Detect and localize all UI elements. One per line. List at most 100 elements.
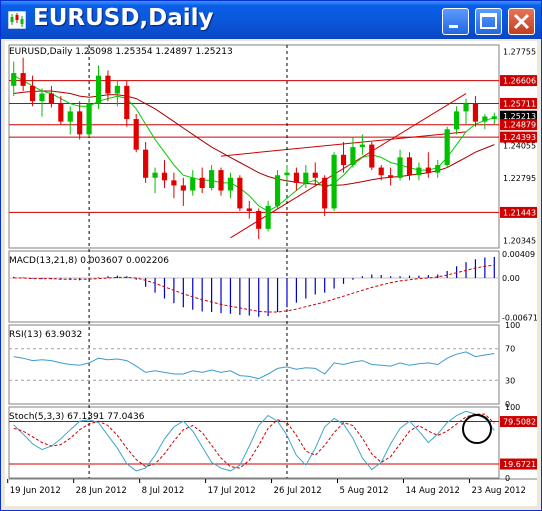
price-tag-box	[500, 206, 537, 218]
candle-body	[180, 185, 186, 191]
price-axis-tick-label: 1.22795	[503, 174, 536, 183]
rsi-axis-tick-label: 30	[505, 376, 515, 385]
candle-body	[152, 172, 158, 178]
candle-body	[190, 177, 196, 191]
axes: 1.27755 1.24055 1.22795 1.20345 1.26606 1.257…	[7, 47, 538, 496]
chart-svg: 1.27755 1.24055 1.22795 1.20345 1.26606 1.257…	[7, 44, 538, 496]
candle-body	[454, 111, 460, 130]
candle-body	[331, 154, 337, 209]
slow-moving-average-line	[13, 90, 495, 186]
x-axis-tick-label: 14 Aug 2012	[405, 486, 459, 496]
candle-body	[425, 167, 431, 173]
price-axis-tick-label: 1.24055	[503, 142, 536, 151]
candle-body	[114, 85, 120, 94]
macd-axis-tick-label: -0.00671	[502, 313, 537, 322]
candle-body	[369, 144, 375, 168]
x-axis-tick-label: 8 Jul 2012	[142, 486, 185, 496]
series-layer	[13, 75, 495, 472]
price-tag-label: 1.25213	[503, 112, 536, 121]
price-axis-tick-label: 1.20345	[503, 236, 536, 245]
price-tag-box	[500, 75, 537, 87]
chart-area[interactable]: 1.27755 1.24055 1.22795 1.20345 1.26606 1.257…	[5, 41, 538, 506]
rsi-axis-tick-label: 70	[505, 345, 515, 354]
rsi-axis-tick-label: 0	[505, 400, 510, 409]
candle-body	[388, 175, 394, 178]
candle-body	[444, 129, 450, 166]
candle-body	[491, 116, 497, 120]
candle-body	[143, 149, 149, 178]
stoch-axis-tick-label: 100	[505, 403, 520, 412]
candle-body	[11, 73, 17, 86]
stoch-axis-tick-label: 0	[505, 474, 510, 483]
close-button[interactable]	[508, 8, 535, 35]
x-axis-tick-label: 26 Jul 2012	[274, 486, 322, 496]
x-axis-tick-label: 17 Jul 2012	[208, 486, 256, 496]
panel-frame-rsi	[8, 324, 500, 405]
candle-body	[209, 170, 215, 188]
candle-body	[293, 172, 299, 183]
price-tag-label: 1.26606	[503, 77, 536, 86]
candle-body	[39, 93, 45, 102]
candle-body	[340, 154, 347, 166]
candle-body	[435, 165, 441, 173]
close-icon	[513, 13, 530, 30]
stoch-crossover-annotation	[462, 414, 492, 444]
rsi-axis-tick-label: 100	[505, 321, 520, 330]
candles	[11, 57, 497, 240]
candle-body	[416, 167, 422, 176]
candle-body	[218, 170, 224, 191]
candle-body	[227, 177, 234, 191]
stoch-main-line	[13, 410, 495, 472]
fast-moving-average-line	[13, 75, 495, 212]
candle-body	[77, 111, 83, 135]
stoch-signal-line	[13, 413, 495, 469]
candle-body	[284, 172, 290, 176]
candle-body	[406, 157, 413, 176]
candle-body	[133, 119, 139, 150]
stoch-level-tag-box	[500, 416, 537, 428]
candle-body	[124, 85, 130, 120]
candle-body	[199, 177, 205, 188]
x-axis-tick-label: 19 Jun 2012	[10, 486, 61, 496]
candle-body	[29, 85, 36, 102]
panel-frame-main	[8, 44, 500, 249]
candle-body	[350, 147, 356, 166]
chart-app-icon	[8, 11, 26, 29]
stoch-level-tag-label: 79.5082	[503, 418, 536, 427]
candle-body	[105, 75, 111, 94]
candle-body	[256, 210, 262, 229]
title-bar[interactable]: EURUSD,Daily	[1, 1, 541, 39]
candle-body	[246, 208, 252, 211]
candle-body	[20, 73, 26, 86]
candle-body	[171, 180, 177, 186]
stoch-panel-title: Stoch(5,3,3) 67.1391 77.0436	[9, 412, 145, 422]
minimize-icon	[449, 25, 458, 28]
candle-body	[312, 172, 318, 178]
candle-body	[58, 103, 64, 122]
macd-axis-tick-label: 0.00409	[502, 250, 535, 259]
rsi-line	[13, 351, 495, 380]
candle-body	[303, 172, 309, 183]
minimize-button[interactable]	[442, 8, 469, 35]
price-tag-label: 1.21443	[503, 208, 536, 217]
candle-body	[463, 103, 469, 112]
stoch-level-tag-box	[500, 458, 537, 470]
price-tag-box	[500, 119, 537, 131]
candle-body	[397, 157, 403, 178]
maximize-icon	[480, 13, 497, 29]
price-tag-label: 1.24879	[503, 121, 536, 130]
stoch-level-tag-label: 19.6721	[503, 460, 536, 469]
x-axis-tick-label: 5 Aug 2012	[340, 486, 389, 496]
window-title: EURUSD,Daily	[33, 5, 214, 31]
candle-body	[472, 103, 479, 122]
candle-body	[67, 111, 73, 122]
main-panel-header: EURUSD,Daily 1.25098 1.25354 1.24897 1.2…	[9, 47, 233, 57]
rsi-panel-title: RSI(13) 63.9032	[9, 330, 82, 340]
candle-body	[378, 167, 384, 176]
macd-signal-line	[13, 264, 495, 313]
price-tag-box	[500, 131, 537, 143]
maximize-button[interactable]	[475, 8, 502, 35]
candle-body	[161, 172, 168, 181]
candle-body	[86, 103, 92, 135]
